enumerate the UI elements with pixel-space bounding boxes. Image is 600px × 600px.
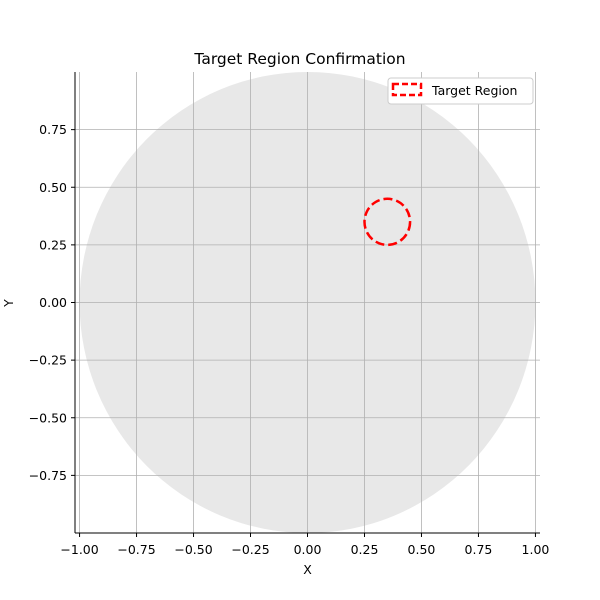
y-tick-label: 0.75 — [39, 122, 67, 137]
x-tick-label: −1.00 — [60, 542, 98, 557]
y-axis-label: Y — [1, 299, 16, 308]
x-tick-label: −0.25 — [231, 542, 269, 557]
target-region-circle — [363, 197, 412, 247]
x-tick-label: 0.75 — [465, 542, 493, 557]
y-tick-label: 0.25 — [39, 237, 67, 252]
x-tick-label: −0.75 — [117, 542, 155, 557]
legend: Target Region — [387, 77, 534, 105]
y-tick-label: −0.50 — [29, 410, 67, 425]
chart-title: Target Region Confirmation — [193, 50, 405, 68]
y-tick-label: 0.50 — [39, 180, 67, 195]
legend-swatch-target-region — [391, 82, 423, 97]
y-tick-label: −0.75 — [29, 468, 67, 483]
axes-layer: −1.00 −0.75 −0.50 −0.25 0.00 0.25 0.50 0.75 1.00… — [29, 72, 550, 557]
y-tick-label: −0.25 — [29, 353, 67, 368]
x-axis-label: X — [303, 562, 312, 577]
plot-content — [75, 72, 540, 533]
x-tick-label: 0.25 — [351, 542, 379, 557]
x-tick-label: 1.00 — [522, 542, 550, 557]
y-tick-label: 0.00 — [39, 295, 67, 310]
x-tick-label: −0.50 — [174, 542, 212, 557]
x-tick-label: 0.50 — [408, 542, 436, 557]
legend-frame — [387, 77, 534, 105]
x-tick-label: 0.00 — [294, 542, 322, 557]
legend-label-target-region: Target Region — [431, 83, 517, 98]
